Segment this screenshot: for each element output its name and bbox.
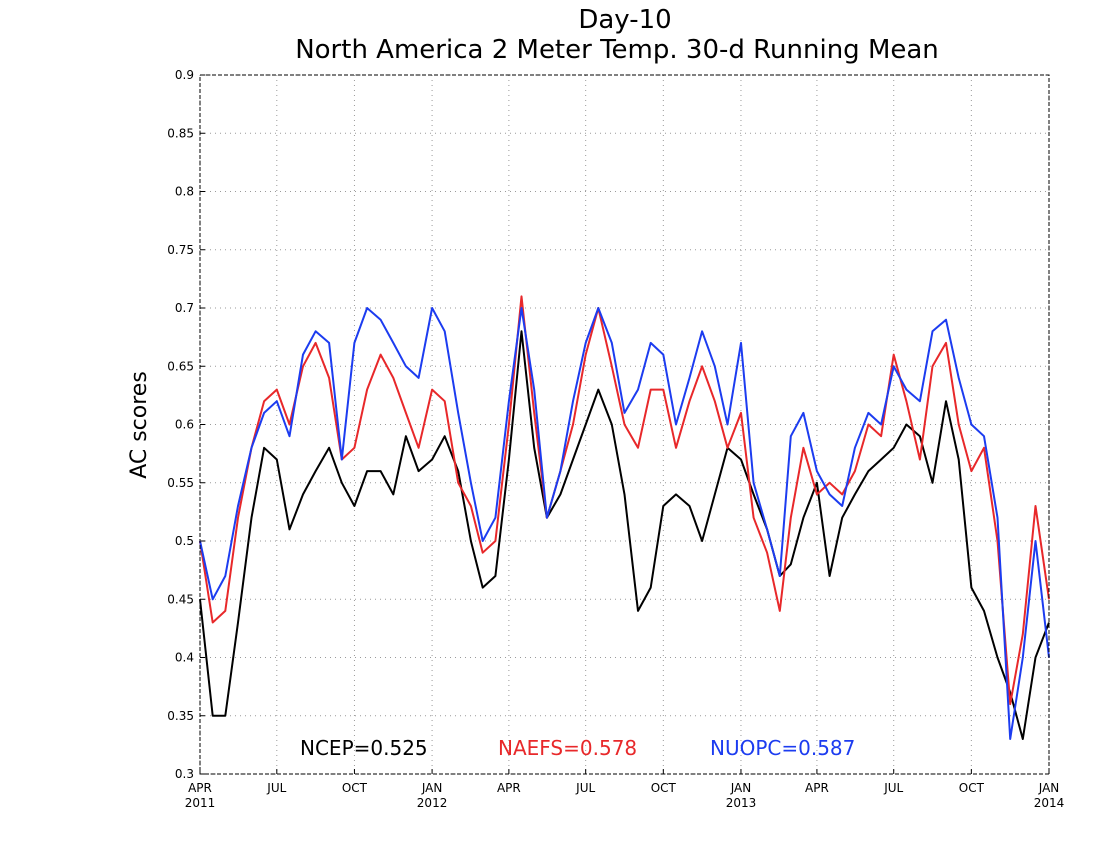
y-tick-label: 0.75: [167, 243, 194, 257]
x-tick-year: 2011: [185, 796, 216, 810]
y-tick-label: 0.35: [167, 709, 194, 723]
x-tick-label: JAN: [1038, 781, 1060, 795]
x-tick-year: 2012: [417, 796, 448, 810]
x-tick-label: OCT: [959, 781, 985, 795]
x-tick-year: 2013: [726, 796, 757, 810]
legend: NCEP=0.525 NAEFS=0.578 NUOPC=0.587: [300, 736, 855, 760]
y-axis-label: AC scores: [127, 371, 152, 479]
y-tick-label: 0.5: [175, 534, 194, 548]
y-tick-label: 0.4: [175, 651, 194, 665]
x-tick-label: OCT: [651, 781, 677, 795]
y-tick-label: 0.85: [167, 126, 194, 140]
x-tick-label: JAN: [421, 781, 443, 795]
y-tick-label: 0.7: [175, 301, 194, 315]
x-tick-label: JUL: [266, 781, 286, 795]
x-tick-label: APR: [188, 781, 212, 795]
x-tick-label: JUL: [883, 781, 903, 795]
x-tick-label: OCT: [342, 781, 368, 795]
x-tick-year: 2014: [1034, 796, 1065, 810]
y-tick-label: 0.3: [175, 767, 194, 781]
legend-entry: NUOPC=0.587: [710, 736, 855, 760]
y-tick-label: 0.65: [167, 359, 194, 373]
chart-title: Day-10: [578, 5, 671, 35]
x-tick-label: JAN: [730, 781, 752, 795]
y-axis: 0.3 0.35 0.4 0.45 0.5 0.55 0.6 0.65 0.7 0.75 0.8 0.…: [167, 68, 205, 781]
series-lines: [199, 295, 1050, 740]
series-line-nuopc: [199, 307, 1050, 740]
x-tick-label: JUL: [575, 781, 595, 795]
y-tick-label: 0.55: [167, 476, 194, 490]
y-tick-label: 0.8: [175, 185, 194, 199]
y-tick-label: 0.6: [175, 418, 194, 432]
x-tick-label: APR: [805, 781, 829, 795]
y-tick-label: 0.9: [175, 68, 194, 82]
x-tick-label: APR: [497, 781, 521, 795]
legend-entry: NAEFS=0.578: [498, 736, 637, 760]
chart-subtitle: North America 2 Meter Temp. 30-d Running…: [295, 35, 939, 65]
series-line-ncep: [199, 330, 1050, 740]
legend-entry: NCEP=0.525: [300, 736, 428, 760]
y-tick-label: 0.45: [167, 592, 194, 606]
